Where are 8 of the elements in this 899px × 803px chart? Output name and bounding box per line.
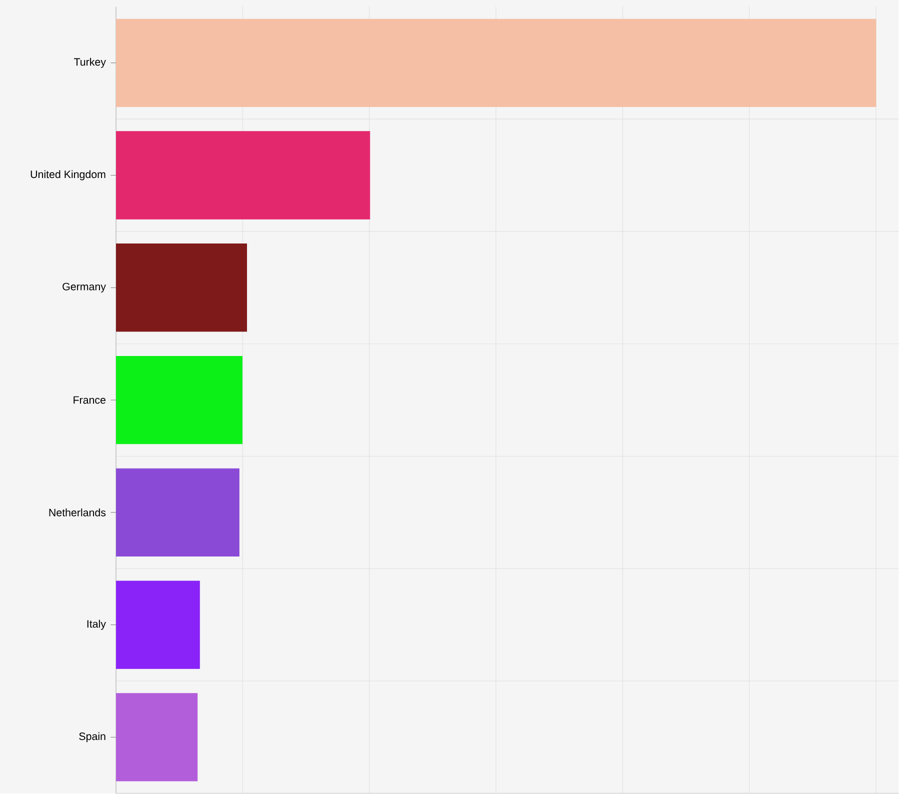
y-tick-label: Turkey xyxy=(74,58,106,68)
y-tick-label: United Kingdom xyxy=(30,170,106,180)
y-tick-label: Germany xyxy=(62,283,106,293)
y-tick-label: Netherlands xyxy=(49,508,106,517)
bar xyxy=(116,18,876,108)
y-tick-label: Spain xyxy=(79,732,106,742)
y-tick-label: France xyxy=(74,396,106,404)
y-tick-label: Italy xyxy=(87,620,106,630)
